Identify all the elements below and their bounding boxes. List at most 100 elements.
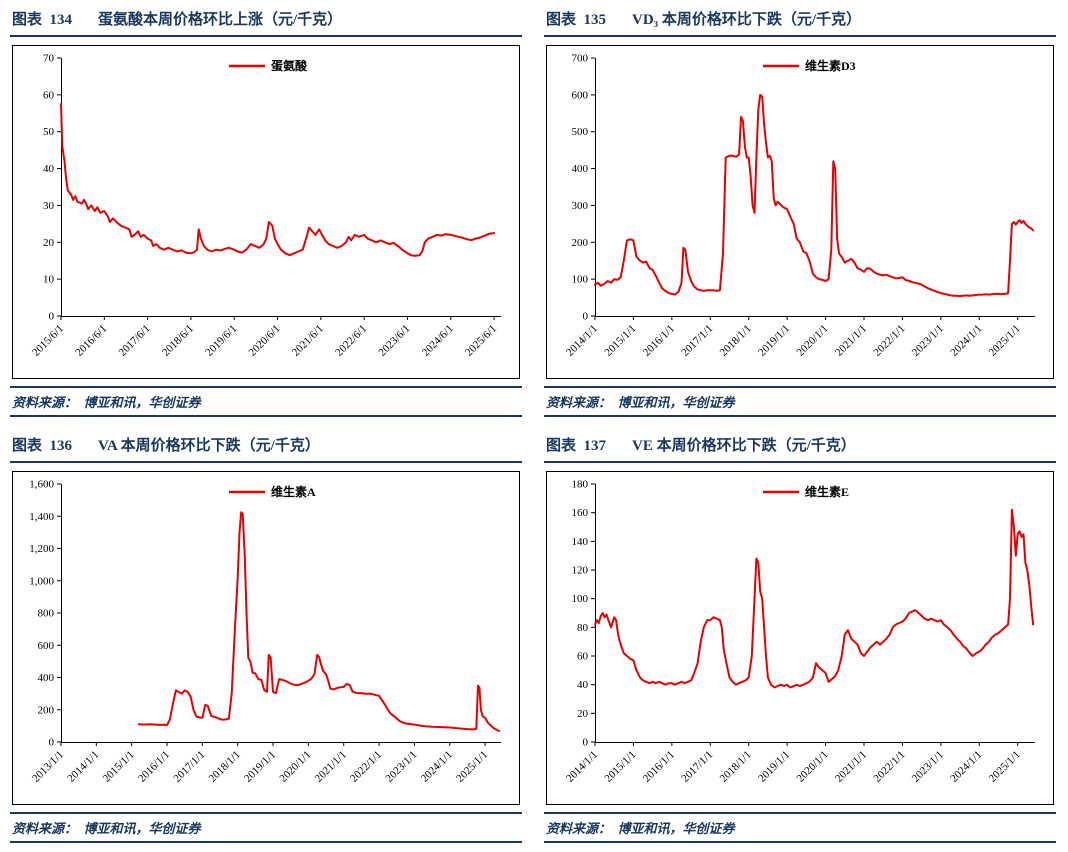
svg-text:2024/1/1: 2024/1/1 <box>948 749 984 785</box>
svg-text:2022/6/1: 2022/6/1 <box>333 323 369 359</box>
svg-text:2021/1/1: 2021/1/1 <box>833 749 869 785</box>
svg-text:2020/1/1: 2020/1/1 <box>795 323 831 359</box>
svg-text:2024/6/1: 2024/6/1 <box>420 323 456 359</box>
svg-text:2018/1/1: 2018/1/1 <box>718 323 754 359</box>
svg-text:0: 0 <box>49 737 55 749</box>
svg-text:维生素E: 维生素E <box>805 484 849 499</box>
panel-chart-135: 图表 135 VD₃ 本周价格环比下跌（元/千克） 0 100 200 300 400 5… <box>534 0 1068 426</box>
svg-text:2023/1/1: 2023/1/1 <box>910 749 946 785</box>
svg-text:700: 700 <box>572 53 589 65</box>
svg-text:400: 400 <box>38 672 55 684</box>
divider <box>544 386 1056 388</box>
svg-text:2025/1/1: 2025/1/1 <box>454 749 490 785</box>
svg-text:2018/1/1: 2018/1/1 <box>718 749 754 785</box>
svg-text:2018/6/1: 2018/6/1 <box>160 323 196 359</box>
source-note: 资料来源： 博亚和讯，华创证券 <box>546 821 735 836</box>
svg-text:100: 100 <box>572 593 589 605</box>
chart-canvas-134: 0 10 20 30 40 50 60 70 2015/6/1 2016/6/1 2017/6/1 2… <box>12 45 520 379</box>
chart-canvas-136: 0 200 400 600 800 1,000 1,200 1,400 1,600 2013/1/… <box>12 471 520 805</box>
figure-label: 图表 136 <box>12 438 73 454</box>
divider <box>544 461 1056 463</box>
chart-134-header: 图表 134 蛋氨酸本周价格环比上涨（元/千克） <box>10 5 522 35</box>
chart-135-header: 图表 135 VD₃ 本周价格环比下跌（元/千克） <box>544 5 1056 35</box>
svg-text:2016/1/1: 2016/1/1 <box>641 323 677 359</box>
svg-text:2020/6/1: 2020/6/1 <box>247 323 283 359</box>
svg-text:2015/1/1: 2015/1/1 <box>602 323 638 359</box>
svg-text:160: 160 <box>572 507 589 519</box>
svg-text:2021/6/1: 2021/6/1 <box>290 323 326 359</box>
svg-text:2017/1/1: 2017/1/1 <box>171 749 207 785</box>
svg-text:80: 80 <box>577 622 589 634</box>
svg-text:2024/1/1: 2024/1/1 <box>419 749 455 785</box>
figure-label: 图表 134 <box>12 12 73 28</box>
svg-text:1,200: 1,200 <box>29 543 54 555</box>
svg-text:2021/1/1: 2021/1/1 <box>313 749 349 785</box>
chart-canvas-135: 0 100 200 300 400 500 600 700 2014/1/1 2015/1/1 20… <box>546 45 1054 379</box>
svg-text:2022/1/1: 2022/1/1 <box>871 323 907 359</box>
source-note: 资料来源： 博亚和讯，华创证券 <box>546 395 735 410</box>
svg-text:0: 0 <box>49 311 55 323</box>
chart-title: VA 本周价格环比下跌（元/千克） <box>98 438 320 454</box>
svg-text:40: 40 <box>43 163 55 175</box>
divider <box>10 415 522 417</box>
divider <box>544 841 1056 843</box>
chart-canvas-137: 0 20 40 60 80 100 120 140 160 180 2014/1/1 2015/1/1… <box>546 471 1054 805</box>
divider <box>10 35 522 37</box>
svg-text:30: 30 <box>43 200 55 212</box>
svg-text:2018/1/1: 2018/1/1 <box>207 749 243 785</box>
divider <box>544 415 1056 417</box>
chart-title: VD₃ 本周价格环比下跌（元/千克） <box>632 12 862 28</box>
svg-text:2025/1/1: 2025/1/1 <box>987 749 1023 785</box>
panel-chart-136: 图表 136 VA 本周价格环比下跌（元/千克） 0 200 400 600 800 1,… <box>0 426 534 852</box>
svg-text:600: 600 <box>38 640 55 652</box>
svg-text:20: 20 <box>43 237 55 249</box>
svg-text:2017/1/1: 2017/1/1 <box>679 323 715 359</box>
svg-text:2014/1/1: 2014/1/1 <box>564 323 600 359</box>
svg-text:2014/1/1: 2014/1/1 <box>564 749 600 785</box>
divider <box>10 841 522 843</box>
svg-text:50: 50 <box>43 126 55 138</box>
svg-text:1,000: 1,000 <box>29 575 54 587</box>
chart-title: 蛋氨酸本周价格环比上涨（元/千克） <box>98 12 343 28</box>
divider <box>10 461 522 463</box>
svg-text:2019/6/1: 2019/6/1 <box>203 323 239 359</box>
svg-text:2016/6/1: 2016/6/1 <box>73 323 109 359</box>
svg-text:2014/1/1: 2014/1/1 <box>65 749 101 785</box>
svg-text:1,400: 1,400 <box>29 511 54 523</box>
panel-chart-137: 图表 137 VE 本周价格环比下跌（元/千克） 0 20 40 60 80 100 120… <box>534 426 1068 852</box>
divider <box>10 812 522 814</box>
divider <box>544 812 1056 814</box>
svg-text:2020/1/1: 2020/1/1 <box>795 749 831 785</box>
svg-text:2017/1/1: 2017/1/1 <box>679 749 715 785</box>
svg-text:2022/1/1: 2022/1/1 <box>348 749 384 785</box>
svg-text:200: 200 <box>38 704 55 716</box>
chart-136-header: 图表 136 VA 本周价格环比下跌（元/千克） <box>10 431 522 461</box>
svg-text:0: 0 <box>583 737 589 749</box>
svg-text:2017/6/1: 2017/6/1 <box>117 323 153 359</box>
svg-text:2025/1/1: 2025/1/1 <box>987 323 1023 359</box>
figure-label: 图表 135 <box>546 12 607 28</box>
svg-text:200: 200 <box>572 237 589 249</box>
svg-text:蛋氨酸: 蛋氨酸 <box>271 58 308 73</box>
svg-text:2019/1/1: 2019/1/1 <box>756 749 792 785</box>
svg-text:2021/1/1: 2021/1/1 <box>833 323 869 359</box>
svg-text:600: 600 <box>572 89 589 101</box>
svg-text:120: 120 <box>572 565 589 577</box>
svg-text:40: 40 <box>577 679 589 691</box>
svg-text:2015/6/1: 2015/6/1 <box>30 323 66 359</box>
svg-text:20: 20 <box>577 708 589 720</box>
svg-text:2016/1/1: 2016/1/1 <box>641 749 677 785</box>
svg-text:300: 300 <box>572 200 589 212</box>
svg-text:2023/6/1: 2023/6/1 <box>376 323 412 359</box>
svg-text:维生素D3: 维生素D3 <box>805 58 856 73</box>
svg-text:800: 800 <box>38 608 55 620</box>
svg-text:2015/1/1: 2015/1/1 <box>602 749 638 785</box>
panel-chart-134: 图表 134 蛋氨酸本周价格环比上涨（元/千克） 0 10 20 30 40 50 60 70… <box>0 0 534 426</box>
svg-text:2024/1/1: 2024/1/1 <box>948 323 984 359</box>
svg-text:500: 500 <box>572 126 589 138</box>
svg-text:2013/1/1: 2013/1/1 <box>30 749 66 785</box>
svg-text:2023/1/1: 2023/1/1 <box>383 749 419 785</box>
svg-text:2022/1/1: 2022/1/1 <box>871 749 907 785</box>
svg-text:180: 180 <box>572 479 589 491</box>
